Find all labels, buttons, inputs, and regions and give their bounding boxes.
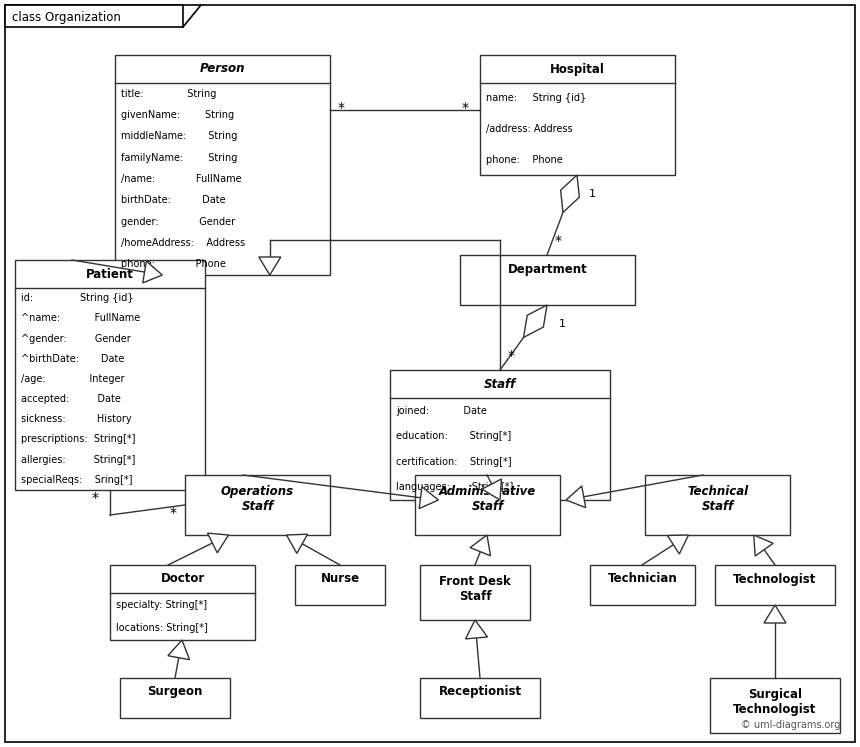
Bar (420, 565, 530, 620)
Text: accepted:         Date: accepted: Date (21, 394, 121, 404)
Bar (420, 678, 540, 718)
Bar (15, 260, 205, 490)
Text: 1: 1 (559, 319, 566, 329)
Text: /name:             FullName: /name: FullName (121, 174, 242, 184)
Polygon shape (419, 487, 439, 509)
Text: phone:    Phone: phone: Phone (486, 155, 562, 164)
Polygon shape (561, 175, 580, 212)
Text: Surgeon: Surgeon (147, 686, 203, 698)
Text: givenName:        String: givenName: String (121, 110, 234, 120)
Bar (390, 370, 610, 500)
Bar (460, 255, 635, 305)
Text: Receptionist: Receptionist (439, 686, 521, 698)
Polygon shape (482, 479, 501, 500)
Text: familyName:        String: familyName: String (121, 152, 237, 163)
Text: title:              String: title: String (121, 89, 217, 99)
Bar (120, 678, 230, 718)
Text: Front Desk
Staff: Front Desk Staff (439, 575, 511, 603)
Text: specialty: String[*]: specialty: String[*] (116, 600, 207, 610)
Text: locations: String[*]: locations: String[*] (116, 623, 208, 633)
Polygon shape (667, 535, 689, 554)
Text: phone:             Phone: phone: Phone (121, 259, 226, 270)
Text: gender:             Gender: gender: Gender (121, 217, 235, 226)
Text: Staff: Staff (484, 377, 516, 391)
Text: Patient: Patient (86, 267, 134, 281)
Text: © uml-diagrams.org: © uml-diagrams.org (740, 720, 840, 730)
Polygon shape (566, 486, 586, 508)
Text: class Organization: class Organization (12, 10, 121, 23)
Text: Nurse: Nurse (321, 572, 359, 586)
Text: Technician: Technician (608, 572, 678, 586)
Text: *: * (462, 101, 469, 115)
Text: Technologist: Technologist (734, 572, 817, 586)
Text: ^birthDate:       Date: ^birthDate: Date (21, 353, 125, 364)
Text: /address: Address: /address: Address (486, 124, 573, 134)
Bar (415, 475, 560, 535)
Text: /homeAddress:    Address: /homeAddress: Address (121, 238, 245, 248)
Text: education:       String[*]: education: String[*] (396, 431, 511, 441)
Bar (710, 678, 840, 733)
Polygon shape (465, 620, 488, 639)
Text: prescriptions:  String[*]: prescriptions: String[*] (21, 435, 136, 444)
Text: ^gender:         Gender: ^gender: Gender (21, 333, 131, 344)
Text: Technical
Staff: Technical Staff (687, 485, 748, 513)
Polygon shape (207, 533, 229, 553)
Text: middleName:       String: middleName: String (121, 131, 237, 141)
Polygon shape (753, 535, 773, 556)
Text: languages:       String[*]: languages: String[*] (396, 483, 513, 492)
Text: Operations
Staff: Operations Staff (221, 485, 294, 513)
Text: *: * (555, 234, 562, 248)
Text: /age:              Integer: /age: Integer (21, 374, 125, 384)
Polygon shape (764, 605, 786, 623)
Polygon shape (286, 534, 308, 554)
Polygon shape (143, 261, 163, 283)
Text: Hospital: Hospital (550, 63, 605, 75)
Text: certification:    String[*]: certification: String[*] (396, 456, 512, 467)
Text: *: * (92, 491, 99, 505)
Text: *: * (170, 506, 177, 520)
Bar (480, 55, 675, 175)
Text: name:     String {id}: name: String {id} (486, 93, 587, 103)
Text: sickness:          History: sickness: History (21, 415, 132, 424)
Text: birthDate:          Date: birthDate: Date (121, 195, 225, 205)
Text: Department: Department (507, 262, 587, 276)
Bar (185, 475, 330, 535)
Bar (715, 565, 835, 605)
Text: Person: Person (200, 63, 245, 75)
Polygon shape (470, 535, 490, 556)
Bar (115, 55, 330, 275)
Text: 1: 1 (589, 189, 596, 199)
Bar (5, 5, 183, 27)
Bar (110, 565, 255, 640)
Text: id:               String {id}: id: String {id} (21, 293, 133, 303)
Text: *: * (508, 349, 515, 363)
Text: Surgical
Technologist: Surgical Technologist (734, 688, 817, 716)
Text: Administrative
Staff: Administrative Staff (439, 485, 536, 513)
Bar (590, 565, 695, 605)
Polygon shape (259, 257, 281, 275)
Text: *: * (338, 101, 345, 115)
Text: ^name:           FullName: ^name: FullName (21, 313, 140, 323)
Text: allergies:         String[*]: allergies: String[*] (21, 455, 135, 465)
Text: joined:           Date: joined: Date (396, 406, 487, 416)
Text: specialReqs:    Sring[*]: specialReqs: Sring[*] (21, 475, 132, 485)
Polygon shape (168, 640, 189, 660)
Text: Doctor: Doctor (160, 572, 205, 586)
Bar (295, 565, 385, 605)
Polygon shape (524, 305, 547, 338)
Bar (645, 475, 790, 535)
